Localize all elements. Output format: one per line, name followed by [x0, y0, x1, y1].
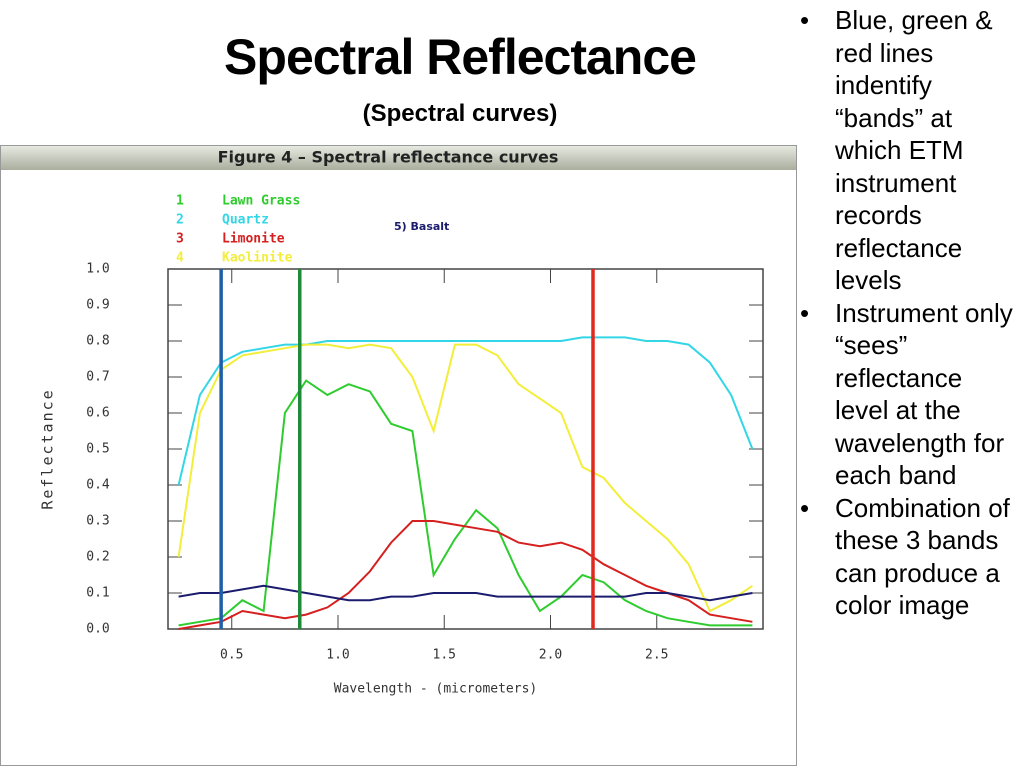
series-line — [177, 343, 753, 613]
figure-title: Figure 4 – Spectral reflectance curves — [218, 148, 559, 167]
legend-number: 1 — [176, 194, 184, 209]
slide-subtitle: (Spectral curves) — [362, 100, 558, 127]
y-tick-label: 0.8 — [86, 334, 109, 349]
bullet: Combination of these 3 bands can produce… — [800, 492, 1022, 622]
legend-number: 4 — [176, 251, 184, 266]
y-axis-label: Reflectance — [39, 388, 57, 509]
legend-number: 3 — [176, 232, 184, 247]
legend-label: 5) Basalt — [394, 220, 449, 233]
y-tick-label: 0.7 — [86, 370, 109, 385]
y-tick-label: 0.9 — [86, 298, 109, 313]
y-tick-label: 0.3 — [86, 514, 109, 529]
figure: Figure 4 – Spectral reflectance curves 0… — [0, 145, 797, 766]
x-axis-label: Wavelength - (micrometers) — [334, 682, 538, 697]
y-tick-label: 0.1 — [86, 586, 109, 601]
x-tick-label: 1.5 — [433, 648, 456, 663]
x-tick-label: 2.5 — [645, 648, 668, 663]
slide-title: Spectral Reflectance — [224, 29, 697, 85]
figure-header — [1, 146, 796, 170]
y-tick-label: 0.2 — [86, 550, 109, 565]
series-line — [178, 520, 753, 630]
figure-frame — [0, 145, 797, 766]
legend-label: Limonite — [222, 232, 285, 247]
y-tick-label: 0.6 — [86, 406, 109, 421]
bullet-list: Blue, green & red lines indentify “bands… — [800, 4, 1022, 622]
series-line — [178, 379, 753, 627]
legend-label: Kaolinite — [222, 251, 293, 266]
x-tick-label: 1.0 — [326, 648, 349, 663]
x-tick-label: 2.0 — [539, 648, 562, 663]
series-line — [178, 584, 753, 602]
x-tick-label: 0.5 — [220, 648, 243, 663]
y-tick-label: 0.0 — [86, 622, 109, 637]
legend-number: 2 — [176, 213, 184, 228]
y-tick-label: 1.0 — [86, 262, 109, 277]
legend-label: Lawn Grass — [222, 194, 300, 209]
series-line — [177, 336, 754, 486]
bullet: Blue, green & red lines indentify “bands… — [800, 4, 1022, 297]
y-tick-label: 0.5 — [86, 442, 109, 457]
y-tick-label: 0.4 — [86, 478, 110, 493]
bullet: Instrument only “sees” reflectance level… — [800, 297, 1022, 492]
legend-label: Quartz — [222, 213, 269, 228]
